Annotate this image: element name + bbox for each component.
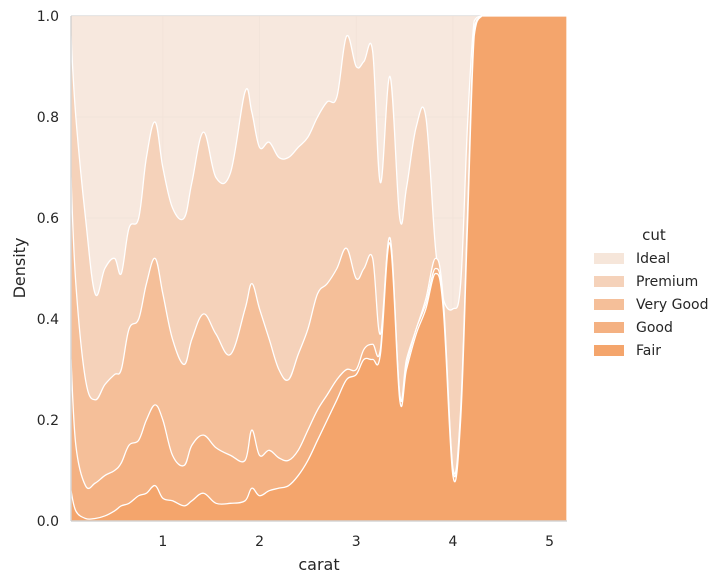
legend-label: Very Good [636, 297, 708, 313]
x-tick-label: 2 [255, 534, 264, 550]
band-fair [70, 15, 568, 522]
x-axis-label: carat [298, 555, 339, 574]
axes-layer [70, 16, 567, 522]
y-tick-label: 0.4 [37, 312, 59, 328]
legend-swatch [594, 345, 624, 356]
legend-swatch [594, 253, 624, 264]
legend-swatch [594, 322, 624, 333]
band-layer [70, 15, 568, 522]
y-tick-label: 1.0 [37, 9, 59, 25]
x-tick-label: 1 [158, 534, 167, 550]
legend: cut Ideal Premium Very Good Good Fair [594, 226, 708, 359]
legend-label: Fair [636, 343, 661, 359]
legend-label: Ideal [636, 251, 670, 267]
legend-label: Premium [636, 274, 698, 290]
y-tick-label: 0.2 [37, 413, 59, 429]
legend-swatch [594, 276, 624, 287]
legend-title: cut [642, 226, 666, 244]
tick-layer: 1 2 3 4 5 0.0 0.2 0.4 0.6 0.8 1.0 [37, 9, 554, 550]
y-tick-label: 0.0 [37, 514, 59, 530]
legend-swatch [594, 299, 624, 310]
x-tick-label: 4 [448, 534, 457, 550]
y-tick-label: 0.8 [37, 110, 59, 126]
y-axis-label: Density [10, 238, 29, 299]
x-tick-label: 3 [352, 534, 361, 550]
y-tick-label: 0.6 [37, 211, 59, 227]
legend-label: Good [636, 320, 673, 336]
x-tick-label: 5 [545, 534, 554, 550]
